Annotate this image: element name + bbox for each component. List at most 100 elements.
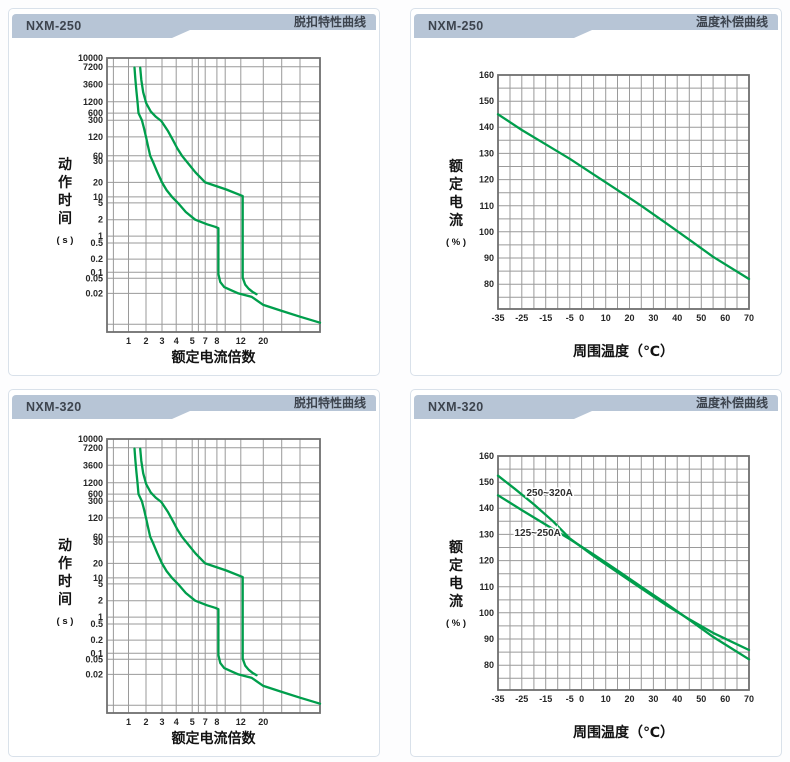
- svg-text:流: 流: [449, 593, 463, 609]
- svg-text:0: 0: [579, 313, 584, 323]
- svg-text:间: 间: [58, 591, 72, 607]
- svg-text:3600: 3600: [83, 460, 103, 470]
- svg-text:30: 30: [648, 313, 658, 323]
- svg-text:20: 20: [258, 336, 268, 346]
- panel-nxm250-trip: NXM-250 脱扣特性曲线 10000 7200 3600 1200 600 300 12…: [8, 8, 380, 376]
- svg-text:5: 5: [98, 579, 103, 589]
- svg-text:160: 160: [479, 451, 494, 461]
- svg-text:100: 100: [479, 608, 494, 618]
- y-axis-title: 额定电流 ( % ): [446, 158, 466, 248]
- svg-text:作: 作: [58, 174, 72, 190]
- svg-text:10000: 10000: [78, 53, 103, 63]
- svg-text:600: 600: [88, 108, 103, 118]
- svg-text:0.05: 0.05: [85, 654, 103, 664]
- svg-text:1: 1: [98, 231, 103, 241]
- svg-text:0.1: 0.1: [90, 648, 103, 658]
- grid: [497, 74, 750, 309]
- model-label: NXM-250: [26, 19, 82, 33]
- plot-frame: [497, 74, 750, 310]
- svg-text:-25: -25: [515, 313, 528, 323]
- svg-text:60: 60: [93, 151, 103, 161]
- model-label: NXM-320: [428, 400, 484, 414]
- svg-text:30: 30: [648, 694, 658, 704]
- curve-lower-band: [133, 66, 322, 324]
- trip-characteristic-chart: 10000720036001200600300120603020105210.5…: [57, 434, 322, 746]
- y-tick-labels: 160 150 140 130 120 110 100 90 80: [479, 451, 494, 670]
- svg-text:动: 动: [58, 537, 72, 553]
- svg-text:20: 20: [93, 177, 103, 187]
- svg-text:90: 90: [484, 253, 494, 263]
- svg-text:10: 10: [93, 573, 103, 583]
- svg-text:80: 80: [484, 660, 494, 670]
- grid: [107, 57, 320, 332]
- panel-header: NXM-320 温度补偿曲线: [414, 395, 778, 419]
- svg-text:70: 70: [744, 694, 754, 704]
- svg-text:2: 2: [98, 215, 103, 225]
- svg-text:10: 10: [601, 313, 611, 323]
- curve-250-320A: [496, 474, 751, 652]
- panel-corner-title: 脱扣特性曲线: [293, 396, 366, 410]
- curve-125-250A: [496, 494, 751, 661]
- svg-text:5: 5: [190, 717, 195, 727]
- svg-text:20: 20: [624, 694, 634, 704]
- panel-grid: NXM-250 脱扣特性曲线 10000 7200 3600 1200 600 300 12…: [8, 8, 782, 757]
- svg-text:2: 2: [143, 336, 148, 346]
- svg-text:3600: 3600: [83, 79, 103, 89]
- svg-text:60: 60: [720, 313, 730, 323]
- curve-upper-band: [139, 66, 258, 296]
- x-tick-labels: 1 2 3 4 5 7 8 12 20: [126, 336, 268, 346]
- trip-characteristic-chart: 10000720036001200600300120603020105210.5…: [57, 53, 322, 365]
- plot-frame: [497, 455, 750, 691]
- svg-text:4: 4: [174, 336, 179, 346]
- x-axis-title: 额定电流倍数: [172, 349, 257, 365]
- svg-text:1: 1: [126, 336, 131, 346]
- svg-text:间: 间: [58, 210, 72, 226]
- chart-area: 160 150 140 130 120 110 100 90 80 -35 -25 -15 -5 0 10 2…: [411, 38, 781, 374]
- model-label: NXM-250: [428, 19, 484, 33]
- svg-text:40: 40: [672, 694, 682, 704]
- svg-text:140: 140: [479, 503, 494, 513]
- svg-text:7200: 7200: [83, 443, 103, 453]
- svg-text:110: 110: [479, 582, 494, 592]
- svg-text:3: 3: [159, 336, 164, 346]
- svg-text:20: 20: [258, 717, 268, 727]
- x-tick-labels: -35 -25 -15 -5 0 10 20 30 40 50 60 70: [491, 694, 754, 704]
- svg-text:1200: 1200: [83, 478, 103, 488]
- svg-text:12: 12: [236, 717, 246, 727]
- svg-text:120: 120: [479, 556, 494, 566]
- svg-text:20: 20: [93, 558, 103, 568]
- panel-corner-title: 温度补偿曲线: [695, 396, 768, 410]
- x-axis-title: 周围温度（℃）: [573, 343, 674, 359]
- svg-text:120: 120: [88, 513, 103, 523]
- svg-text:110: 110: [479, 201, 494, 211]
- curve-derating: [496, 113, 751, 281]
- svg-text:300: 300: [88, 496, 103, 506]
- svg-text:0.5: 0.5: [90, 619, 103, 629]
- svg-text:动: 动: [58, 156, 72, 172]
- grid: [107, 438, 320, 713]
- svg-text:90: 90: [484, 634, 494, 644]
- curve-upper-band: [139, 447, 258, 677]
- y-axis-unit: ( s ): [57, 235, 74, 246]
- svg-text:30: 30: [93, 537, 103, 547]
- chart-area: 160 150 140 130 120 110 100 90 80 -35 -25 -15 -5 0 10 2…: [411, 419, 781, 755]
- svg-text:600: 600: [88, 489, 103, 499]
- svg-text:120: 120: [479, 175, 494, 185]
- svg-text:150: 150: [479, 96, 494, 106]
- plot-frame: [106, 57, 321, 333]
- svg-text:额: 额: [449, 539, 463, 555]
- panel-nxm250-temp: NXM-250 温度补偿曲线 160 150 140 130 120 110 100 90 80…: [410, 8, 782, 376]
- svg-text:-35: -35: [491, 694, 504, 704]
- svg-text:1: 1: [126, 717, 131, 727]
- x-tick-labels: 1 2 3 4 5 7 8 12 20: [126, 717, 268, 727]
- temperature-compensation-chart: 160 150 140 130 120 110 100 90 80 -35 -25 -15 -5 0 10 2…: [446, 70, 754, 359]
- svg-text:0.1: 0.1: [90, 267, 103, 277]
- svg-text:时: 时: [58, 573, 72, 589]
- svg-text:-15: -15: [539, 694, 552, 704]
- svg-text:作: 作: [58, 555, 72, 571]
- y-axis-unit: ( % ): [446, 618, 466, 629]
- svg-text:80: 80: [484, 279, 494, 289]
